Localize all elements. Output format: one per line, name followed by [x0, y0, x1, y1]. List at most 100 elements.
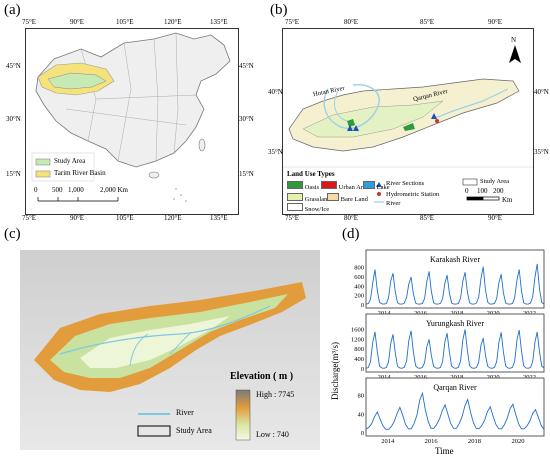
- study-area-map: [283, 45, 533, 203]
- y-tick-label: 400: [354, 283, 364, 290]
- panel-b-label: (b): [270, 2, 288, 18]
- land-use-snow: Snow/Ice: [287, 203, 329, 215]
- d-xlabel: Time: [435, 446, 454, 456]
- a-top-tick: 90°E: [70, 18, 85, 26]
- a-bottom-tick: 75°E: [22, 214, 37, 222]
- y-tick-label: 600: [354, 274, 364, 281]
- y-tick-label: 800: [354, 346, 364, 353]
- a-bottom-tick: 90°E: [70, 214, 85, 222]
- discharge-subplot: Karakash River 0 200 400 600 800 2014 2016 2018 2…: [354, 249, 545, 317]
- a-left-tick: 30°N: [6, 115, 21, 123]
- x-tick-label: 2018: [450, 374, 463, 381]
- elevation-low: Low : 740: [256, 430, 289, 439]
- elevation-title: Elevation ( m ): [230, 371, 294, 382]
- a-right-tick: 30°N: [239, 115, 254, 123]
- panel-b-map: Hotan River Qarqan River N Land Use Type…: [282, 28, 534, 215]
- y-tick-label: 1600: [351, 326, 364, 333]
- panel-c-map: River Study Area Elevation ( m ) High : …: [20, 250, 320, 450]
- land-use-oasis: Oasis: [287, 181, 319, 193]
- scale-bar-b: [466, 196, 500, 201]
- legend-river-c: River: [176, 408, 194, 417]
- a-top-tick: 75°E: [22, 18, 37, 26]
- land-use-bare: Bare Land: [327, 193, 368, 205]
- b-scale-100: 100: [477, 187, 488, 195]
- y-tick-label: 0: [361, 430, 364, 437]
- a-right-tick: 45°N: [239, 62, 254, 70]
- b-bottom-tick: 90°E: [488, 214, 503, 222]
- scalebar-2000: 2,000 Km: [100, 186, 128, 194]
- y-tick-label: 0: [361, 366, 364, 373]
- legend-study-area-c: Study Area: [176, 426, 212, 435]
- legend-river-sections: River Sections: [386, 180, 425, 187]
- a-bottom-tick: 105°E: [116, 214, 134, 222]
- b-top-tick: 85°E: [420, 18, 435, 26]
- land-use-grassland-label: Grassland: [304, 196, 331, 203]
- legend-basin: Tarim River Basin: [54, 169, 106, 177]
- x-tick-label: 2014: [378, 310, 392, 317]
- y-tick-label: 400: [354, 356, 364, 363]
- b-right-tick: 40°N: [534, 88, 549, 96]
- x-tick-label: 2020: [487, 310, 500, 317]
- x-tick-label: 2022: [523, 374, 536, 381]
- x-tick-label: 2014: [381, 438, 395, 445]
- y-tick-label: 40: [358, 411, 365, 418]
- b-scale-0: 0: [465, 187, 469, 195]
- b-top-tick: 90°E: [488, 18, 503, 26]
- subplot-title: Qarqan River: [433, 383, 477, 392]
- y-tick-label: 80: [358, 393, 365, 400]
- x-tick-label: 2016: [414, 310, 428, 317]
- discharge-subplot: Qarqan River 0 40 80 2014 2016 2018 2020: [358, 377, 545, 445]
- panel-d-label: (d): [342, 226, 360, 242]
- x-tick-label: 2020: [487, 374, 500, 381]
- x-tick-label: 2016: [425, 438, 439, 445]
- x-tick-label: 2022: [523, 310, 536, 317]
- scalebar-500: 500: [52, 186, 63, 194]
- a-left-tick: 45°N: [6, 62, 21, 70]
- d-ylabel: Discharge(m³/s): [330, 341, 340, 400]
- b-right-tick: 35°N: [534, 148, 549, 156]
- y-tick-label: 1200: [351, 336, 364, 343]
- b-bottom-tick: 80°E: [344, 214, 359, 222]
- discharge-series-line: [365, 263, 545, 305]
- a-right-tick: 15°N: [239, 170, 254, 178]
- a-bottom-tick: 120°E: [164, 214, 182, 222]
- y-tick-label: 800: [354, 265, 364, 272]
- a-top-tick: 105°E: [116, 18, 134, 26]
- subplot-title: Yurungkash River: [426, 319, 484, 328]
- a-top-tick: 120°E: [164, 18, 182, 26]
- b-left-tick: 35°N: [268, 148, 283, 156]
- panel-a-map: Study Area Tarim River Basin 0 500 1,000…: [25, 28, 239, 215]
- discharge-subplot: Yurungkash River 0 400 800 1200 1600 2014 2016 2…: [351, 313, 545, 381]
- land-use-grassland: Grassland: [287, 193, 331, 205]
- subplot-frame: [365, 377, 545, 437]
- b-scale-unit: Km: [502, 196, 513, 204]
- north-label: N: [511, 36, 517, 44]
- x-tick-label: 2018: [468, 438, 481, 445]
- land-use-urban: Urban Area: [321, 181, 369, 193]
- scalebar-0: 0: [34, 186, 38, 194]
- discharge-series-line: [365, 329, 545, 369]
- scale-bar-a: [37, 197, 119, 202]
- land-use-urban-label: Urban Area: [338, 184, 369, 191]
- b-bottom-tick: 75°E: [285, 214, 300, 222]
- legend-river: River: [386, 200, 401, 207]
- land-use-lake-label: Lake: [376, 184, 390, 191]
- b-bottom-tick: 85°E: [420, 214, 435, 222]
- discharge-series-line: [365, 391, 545, 430]
- panel-a-label: (a): [4, 2, 21, 18]
- land-use-snow-label: Snow/Ice: [304, 206, 330, 213]
- legend-study-area: Study Area: [54, 157, 86, 165]
- panel-c-label: (c): [4, 226, 21, 242]
- legend-hydrometric: Hydrometric Station: [386, 191, 440, 198]
- a-top-tick: 135°E: [210, 18, 228, 26]
- y-tick-label: 0: [361, 302, 364, 309]
- land-use-title: Land Use Types: [287, 170, 335, 178]
- elevation-high: High : 7745: [256, 390, 295, 399]
- a-bottom-tick: 135°E: [210, 214, 228, 222]
- b-top-tick: 75°E: [285, 18, 300, 26]
- x-tick-label: 2014: [378, 374, 392, 381]
- land-use-lake: Lake: [363, 181, 390, 193]
- x-tick-label: 2016: [414, 374, 428, 381]
- b-top-tick: 80°E: [344, 18, 359, 26]
- y-tick-label: 200: [354, 293, 364, 300]
